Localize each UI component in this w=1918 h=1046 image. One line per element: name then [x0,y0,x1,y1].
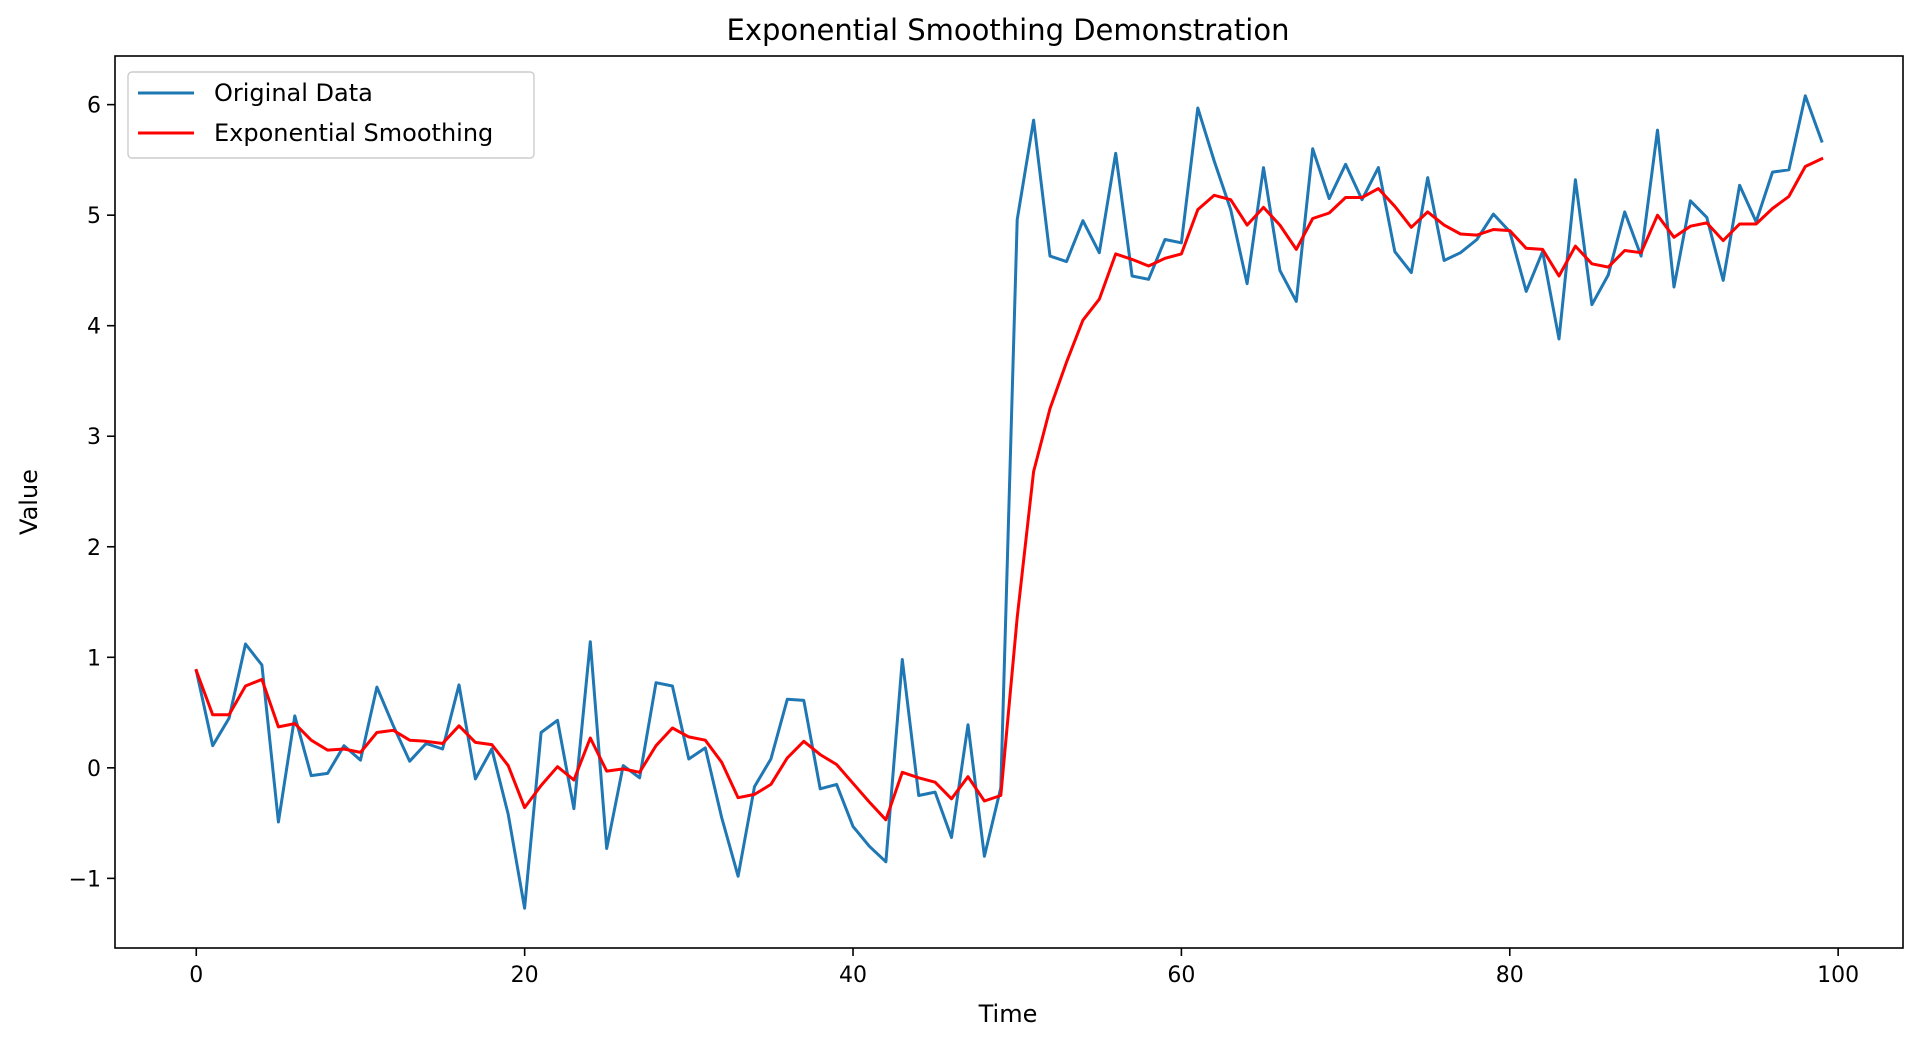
series-line-original-data [194,94,1824,910]
y-axis-label: Value [15,469,43,535]
x-tick-label: 80 [1496,963,1524,988]
y-tick-label: 1 [87,646,101,671]
plot-area [114,55,1904,949]
x-axis-label: Time [978,1000,1038,1028]
y-tick-label: 2 [87,536,101,561]
x-tick-label: 20 [511,963,539,988]
y-tick-label: 6 [87,94,101,119]
legend-box [127,71,535,159]
y-tick-label: −1 [69,867,101,892]
series-layer [194,94,1824,910]
chart-title: Exponential Smoothing Demonstration [727,13,1290,47]
x-tick-label: 100 [1817,963,1859,988]
axes-frame [114,55,1904,949]
y-tick-label: 5 [87,204,101,229]
y-tick-label: 0 [87,757,101,782]
legend: Original Data Exponential Smoothing [127,71,535,159]
series-line-exponential-smoothing [194,156,1824,822]
legend-label-exponential-smoothing: Exponential Smoothing [214,119,493,147]
legend-label-original-data: Original Data [214,79,373,107]
y-tick-label: 3 [87,425,101,450]
x-axis-ticks: 0 20 40 60 80 100 [189,948,1859,988]
x-tick-label: 0 [189,963,203,988]
y-tick-label: 4 [87,315,101,340]
y-axis-ticks: −1 0 1 2 3 4 5 6 [69,94,115,892]
x-tick-label: 60 [1167,963,1195,988]
x-tick-label: 40 [839,963,867,988]
